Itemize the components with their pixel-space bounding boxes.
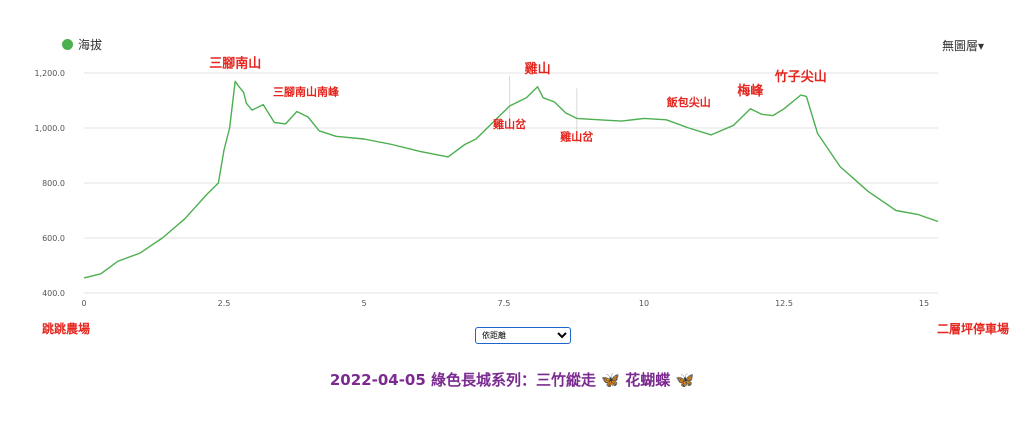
end-point-label: 二層坪停車場 xyxy=(936,322,1009,336)
y-tick-label: 600.0 xyxy=(42,234,65,243)
butterfly-icon: 🦋 xyxy=(601,371,620,389)
legend-label: 海拔 xyxy=(78,38,103,52)
x-tick-label: 5 xyxy=(361,299,366,308)
tick-labels: 400.0 600.0 800.0 1,000.0 1,200.0 0 2.5 5 7.5 10 1… xyxy=(34,69,929,308)
x-tick-label: 2.5 xyxy=(218,299,231,308)
peak-label: 雞山岔 xyxy=(492,117,527,131)
layer-dropdown[interactable]: 無圖層▾ xyxy=(941,39,984,53)
y-tick-label: 400.0 xyxy=(42,289,65,298)
distance-mode-select[interactable]: 依距離 xyxy=(475,327,571,344)
peak-label: 雞山 xyxy=(524,61,551,77)
x-tick-label: 10 xyxy=(639,299,649,308)
legend[interactable]: 海拔 xyxy=(62,36,102,53)
y-tick-label: 800.0 xyxy=(42,179,65,188)
grid xyxy=(84,72,938,294)
start-point-label: 跳跳農場 xyxy=(42,322,91,336)
x-tick-label: 7.5 xyxy=(498,299,511,308)
peak-label: 雞山岔 xyxy=(559,129,594,143)
legend-dot-icon xyxy=(62,39,73,50)
peak-label: 三腳南山南峰 xyxy=(273,85,340,99)
caption-text: 2022-04-05 綠色長城系列：三竹縱走 xyxy=(329,371,597,389)
peak-label: 飯包尖山 xyxy=(666,95,711,109)
elevation-chart: 400.0 600.0 800.0 1,000.0 1,200.0 0 2.5 5 7.5 10 1… xyxy=(34,55,939,308)
y-tick-label: 1,200.0 xyxy=(34,69,65,78)
y-tick-label: 1,000.0 xyxy=(34,124,65,133)
peak-label: 三腳南山 xyxy=(209,55,261,71)
series-line-elevation xyxy=(83,80,939,279)
butterfly-icon-2: 🦋 xyxy=(675,371,695,389)
guide-lines xyxy=(509,76,578,144)
peak-label: 竹子尖山 xyxy=(774,69,827,85)
caption-suffix: 花蝴蝶 xyxy=(625,371,671,389)
peak-label: 梅峰 xyxy=(737,83,764,99)
x-tick-label: 12.5 xyxy=(775,299,793,308)
x-tick-label: 15 xyxy=(919,299,929,308)
page-caption: 2022-04-05 綠色長城系列：三竹縱走 🦋 花蝴蝶 🦋 xyxy=(0,369,1024,390)
x-tick-label: 0 xyxy=(81,299,86,308)
